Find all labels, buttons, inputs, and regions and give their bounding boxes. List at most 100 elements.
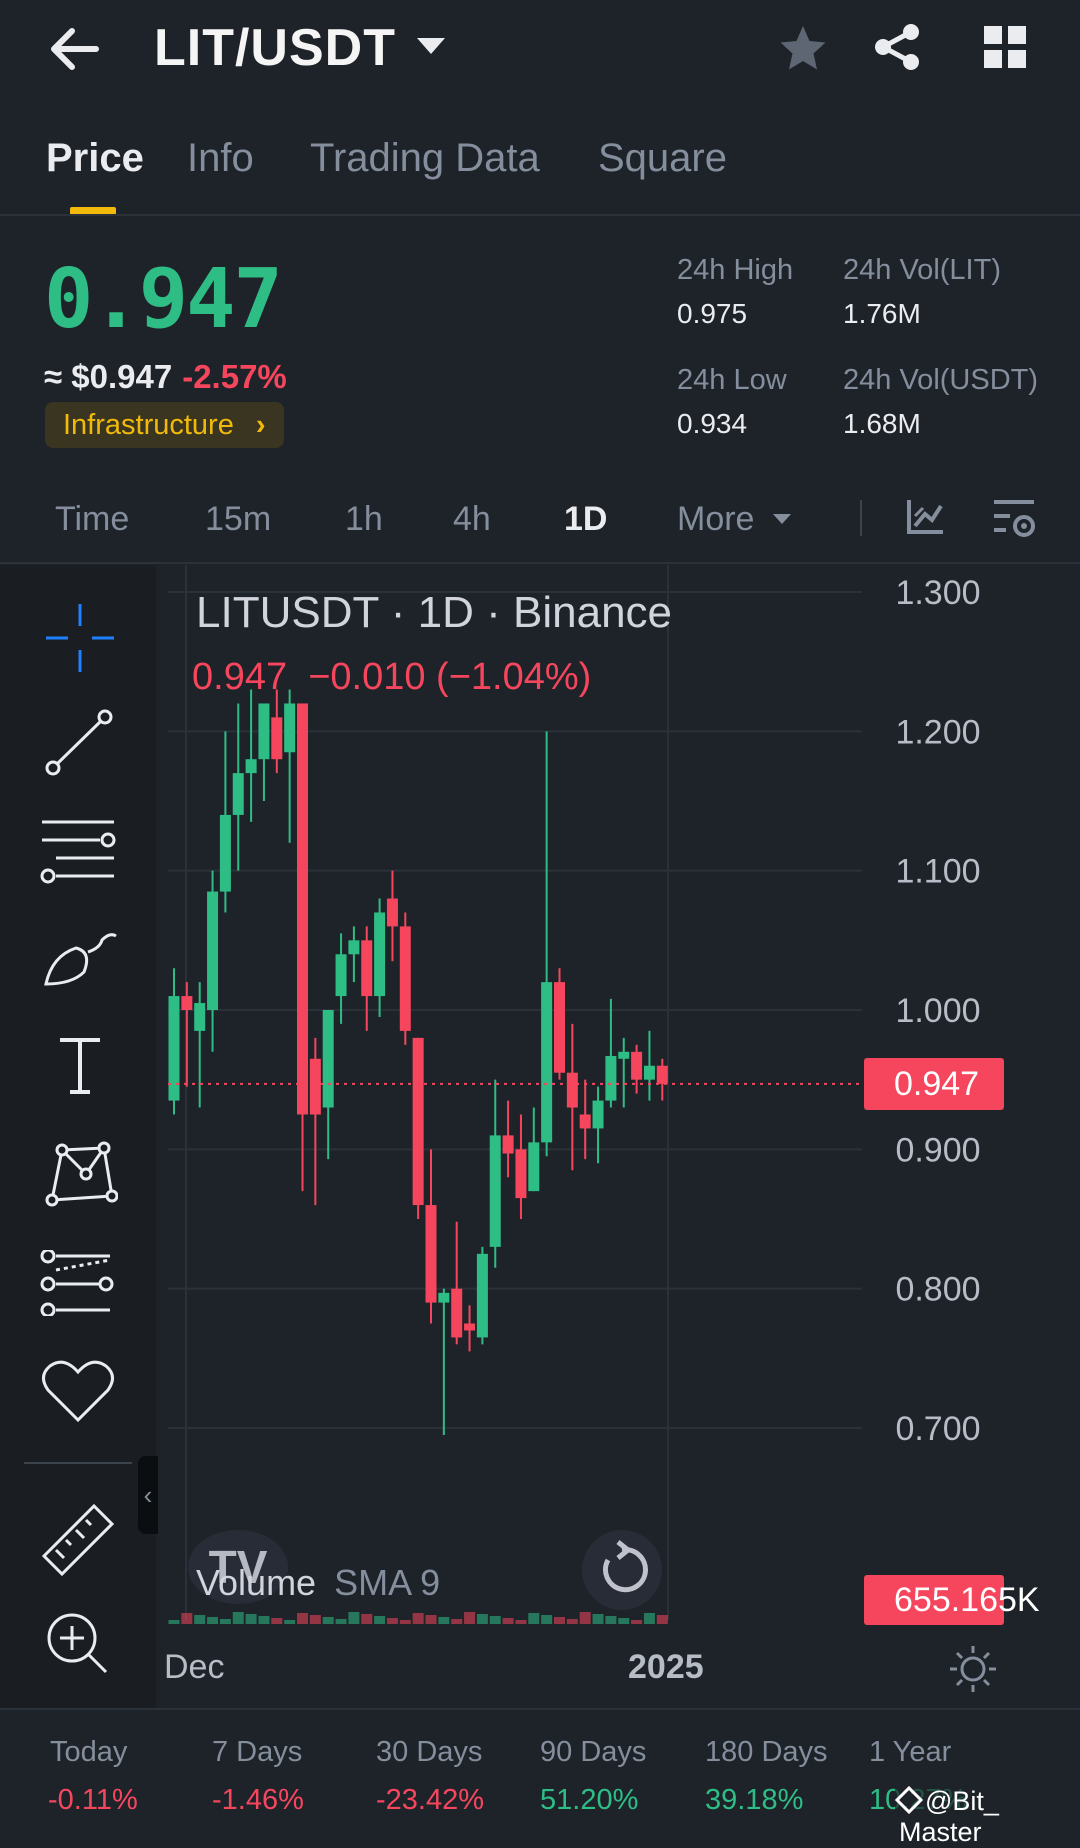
binance-logo-icon — [894, 1785, 924, 1815]
timeframe-1h[interactable]: 1h — [345, 500, 383, 538]
timeframe-1d[interactable]: 1D — [564, 500, 608, 538]
x-axis-label-dec: Dec — [164, 1648, 225, 1686]
candle-body — [361, 940, 373, 997]
candle-body — [618, 1051, 630, 1059]
periods-divider — [0, 1708, 1080, 1710]
category-tag-label: Infrastructure — [63, 409, 234, 441]
volume-bar — [309, 1615, 321, 1624]
volume-sma: SMA 9 — [334, 1562, 441, 1603]
text-tool-icon[interactable] — [56, 1036, 104, 1101]
zoom-in-icon[interactable] — [44, 1610, 110, 1681]
chart-title: LITUSDT · 1D · Binance — [196, 588, 673, 637]
grid-menu-icon[interactable] — [984, 26, 1026, 73]
candle-body — [245, 759, 257, 774]
back-arrow-icon[interactable] — [48, 22, 102, 76]
volume-bar — [219, 1619, 231, 1624]
period-90d-value: 51.20% — [540, 1784, 639, 1816]
timeframe-more[interactable]: More — [677, 500, 755, 538]
chevron-left-icon: ‹ — [143, 1480, 153, 1510]
candle-body — [284, 703, 296, 753]
candle-body — [656, 1065, 668, 1084]
share-icon[interactable] — [872, 22, 922, 77]
reset-chart-icon[interactable] — [582, 1530, 662, 1610]
timeframe-4h[interactable]: 4h — [453, 500, 491, 538]
candle-body — [412, 1037, 424, 1206]
fib-tool-icon[interactable] — [40, 1248, 116, 1321]
volume-bar — [464, 1612, 476, 1624]
more-caret-icon — [772, 512, 792, 530]
y-tick-label: 1.100 — [895, 853, 980, 891]
stat-low-label: 24h Low — [677, 364, 787, 396]
chart-settings-icon[interactable] — [992, 496, 1038, 545]
volume-bar — [361, 1614, 373, 1624]
y-tick-label: 0.900 — [895, 1131, 980, 1169]
volume-badge: 655.165K — [864, 1575, 1040, 1625]
candle-body — [554, 982, 565, 1073]
category-tag[interactable]: Infrastructure › — [45, 402, 284, 448]
tab-active-indicator — [70, 207, 116, 215]
candle-body — [566, 1072, 578, 1108]
stat-high-value: 0.975 — [677, 298, 748, 329]
caret-down-icon[interactable] — [415, 36, 447, 61]
volume-bar — [399, 1620, 411, 1624]
volume-bar — [168, 1620, 180, 1624]
volume-bar — [554, 1617, 565, 1624]
candle-body — [232, 773, 244, 815]
volume-bar — [194, 1615, 206, 1624]
trend-line-icon[interactable] — [44, 708, 114, 783]
candle-body — [502, 1135, 514, 1154]
volume-bar — [412, 1613, 424, 1624]
tab-price[interactable]: Price — [46, 136, 144, 180]
candle-body — [374, 912, 386, 997]
tab-square[interactable]: Square — [598, 136, 727, 180]
candle-body — [386, 898, 398, 927]
period-7d-value: -1.46% — [212, 1784, 304, 1816]
sun-theme-icon[interactable] — [948, 1644, 998, 1699]
volume-bar — [541, 1615, 553, 1624]
pattern-tool-icon[interactable] — [42, 1140, 119, 1213]
tab-info[interactable]: Info — [187, 136, 254, 180]
volume-bar — [335, 1619, 347, 1624]
pair-title[interactable]: LIT/USDT — [154, 19, 396, 77]
toolbar-separator — [24, 1462, 132, 1464]
candle-body — [476, 1253, 488, 1338]
crosshair-icon[interactable] — [44, 602, 116, 679]
volume-bar — [232, 1612, 244, 1624]
heart-icon[interactable] — [40, 1358, 116, 1429]
candle-body — [631, 1051, 643, 1080]
period-1y-label: 1 Year — [869, 1736, 952, 1768]
candle-body — [464, 1323, 476, 1331]
tabs-divider — [0, 214, 1080, 216]
candle-body — [643, 1065, 655, 1080]
tab-trading-data[interactable]: Trading Data — [310, 136, 540, 180]
volume-bar — [476, 1614, 488, 1624]
volume-bar — [181, 1613, 193, 1624]
collapse-toolbar-button[interactable]: ‹ — [138, 1456, 158, 1534]
volume-bar — [502, 1618, 514, 1624]
candle-body — [579, 1114, 591, 1129]
volume-bar — [322, 1617, 334, 1624]
stat-vol-base-label: 24h Vol(LIT) — [843, 254, 1001, 286]
ruler-icon[interactable] — [40, 1500, 116, 1581]
timeframe-15m[interactable]: 15m — [205, 500, 272, 538]
timeframe-time[interactable]: Time — [55, 500, 130, 538]
candle-body — [399, 926, 411, 1031]
volume-bar — [579, 1612, 591, 1624]
volume-bar — [656, 1615, 668, 1624]
star-icon[interactable] — [778, 24, 828, 77]
brush-icon[interactable] — [42, 930, 118, 995]
drawing-toolbar — [0, 565, 156, 1708]
candlestick-chart[interactable]: 1.300 1.200 1.100 1.000 0.900 0.800 0.700 — [156, 565, 1080, 1708]
volume-bar — [284, 1620, 296, 1624]
horizontal-lines-icon[interactable] — [40, 818, 116, 889]
volume-bar — [592, 1614, 604, 1624]
volume-bar — [374, 1616, 386, 1624]
volume-bar — [515, 1620, 527, 1624]
candle-body — [425, 1205, 437, 1303]
stat-vol-base-value: 1.76M — [843, 298, 921, 329]
volume-bar — [451, 1619, 463, 1624]
stat-vol-quote-label: 24h Vol(USDT) — [843, 364, 1039, 396]
indicator-chart-icon[interactable] — [905, 498, 945, 541]
volume-bar — [618, 1618, 630, 1624]
usd-price-line: ≈ $0.947 -2.57% — [44, 358, 287, 396]
